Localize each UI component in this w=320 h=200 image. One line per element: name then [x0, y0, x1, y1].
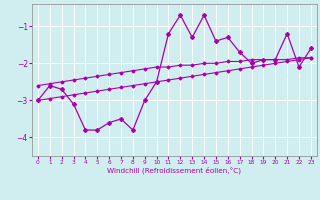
X-axis label: Windchill (Refroidissement éolien,°C): Windchill (Refroidissement éolien,°C)	[108, 167, 241, 174]
